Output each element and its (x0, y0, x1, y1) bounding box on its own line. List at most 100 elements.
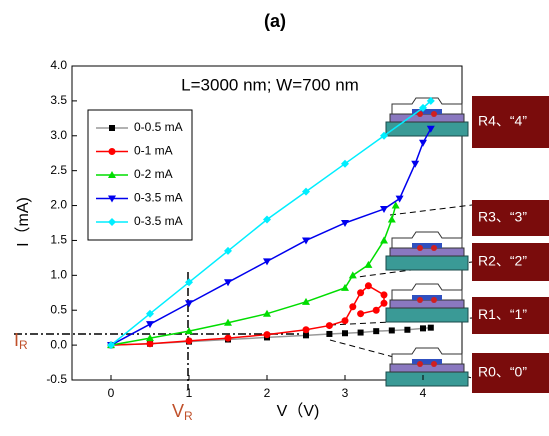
chart-title: (a) (264, 11, 286, 31)
x-tick-label: 4 (420, 386, 427, 400)
marker (146, 340, 154, 348)
marker (224, 334, 232, 342)
marker (224, 279, 232, 287)
y-tick-label: 1.5 (50, 233, 67, 247)
y-tick-label: 0.5 (50, 302, 67, 316)
marker (372, 306, 380, 314)
legend-label: 0-0.5 mA (134, 120, 183, 134)
legend-label: 0-3.5 mA (134, 214, 183, 228)
state-label: R0、“0” (478, 364, 527, 380)
marker (325, 322, 333, 330)
y-tick-label: 3.0 (50, 128, 67, 142)
marker (302, 187, 310, 196)
marker (341, 220, 349, 227)
marker (185, 278, 193, 287)
marker (364, 260, 373, 268)
marker (303, 332, 309, 339)
state-box (472, 353, 549, 393)
marker (426, 125, 435, 133)
y-tick-label: 2.0 (50, 198, 67, 212)
marker (380, 291, 388, 299)
marker (108, 171, 116, 178)
marker (380, 236, 388, 244)
x-axis-label: V（V) (277, 402, 320, 420)
state-box (472, 297, 549, 334)
marker (419, 103, 427, 112)
state-box (472, 96, 549, 148)
annotation: L=3000 nm; W=700 nm (181, 75, 359, 94)
marker (107, 341, 115, 350)
state-boxes: R4、“4” R3、“3” R2、“2” R1、“1” R0、“0” (472, 96, 549, 393)
marker-text: I (14, 330, 19, 350)
marker (419, 139, 427, 147)
marker (420, 325, 426, 332)
marker (146, 334, 154, 342)
marker-sub: R (19, 338, 28, 352)
marker (263, 258, 271, 266)
y-tick-label: -0.5 (46, 372, 67, 386)
marker (263, 331, 271, 339)
marker (357, 329, 364, 336)
pointer-line (389, 204, 473, 216)
marker (391, 201, 400, 209)
marker (109, 125, 115, 131)
state-label: R4、“4” (478, 113, 527, 129)
series-line (110, 100, 432, 346)
series-line (110, 205, 397, 346)
marker (349, 303, 357, 311)
marker (224, 246, 232, 255)
marker (302, 237, 310, 245)
y-tick-label: 0.0 (50, 337, 67, 351)
marker (146, 309, 154, 318)
marker (185, 337, 193, 345)
state-box (472, 243, 549, 281)
x-tick-label: 2 (264, 386, 271, 400)
marker (108, 218, 116, 226)
marker (185, 300, 193, 308)
marker (364, 282, 372, 290)
marker-text: V (172, 401, 184, 421)
y-tick-label: 2.5 (50, 163, 67, 177)
marker (341, 159, 349, 168)
device-icon (385, 347, 469, 387)
marker (263, 215, 271, 224)
y-tick-label: 1.0 (50, 268, 67, 282)
device-icon (385, 231, 469, 271)
legend-label: 0-2 mA (134, 167, 173, 181)
marker (302, 297, 310, 305)
marker (342, 330, 348, 337)
marker (411, 160, 420, 168)
state-label: R2、“2” (478, 253, 527, 269)
marker (263, 309, 271, 317)
marker (357, 310, 365, 318)
marker (348, 271, 357, 279)
x-tick-label: 3 (342, 386, 349, 400)
marker (426, 96, 435, 105)
y-tick-label: 4.0 (50, 58, 67, 72)
marker (108, 148, 116, 155)
marker-sub: R (184, 409, 193, 423)
marker (404, 326, 411, 333)
x-tick-label: 1 (186, 386, 193, 400)
marker (380, 299, 388, 307)
legend-label: 0-1 mA (134, 144, 173, 158)
marker (427, 324, 434, 331)
marker (373, 328, 380, 335)
y-axis-label: I（mA) (14, 197, 32, 247)
x-tick-label: 0 (108, 386, 115, 400)
marker (387, 215, 396, 223)
marker (326, 330, 333, 337)
state-label: R1、“1” (478, 306, 527, 322)
state-label: R3、“3” (478, 209, 527, 225)
legend-label: 0-3.5 mA (134, 191, 183, 205)
marker (341, 317, 349, 325)
marker (380, 206, 388, 214)
marker (108, 195, 116, 203)
marker (224, 318, 232, 326)
state-box (472, 200, 549, 236)
marker (341, 283, 349, 291)
marker (357, 289, 365, 297)
marker (388, 327, 395, 334)
current-marker: IR (14, 330, 28, 352)
